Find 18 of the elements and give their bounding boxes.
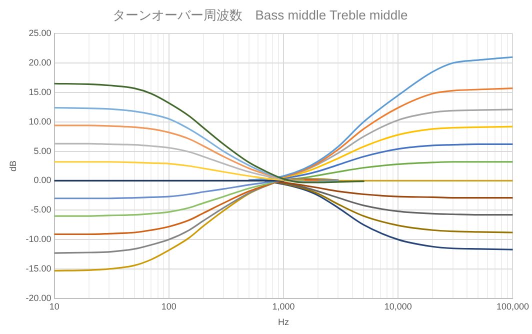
y-tick-label: 20.00 (28, 58, 52, 68)
x-tick-label: 10 (49, 301, 60, 312)
y-tick-label: 25.00 (28, 28, 52, 38)
y-tick-label: 10.00 (28, 116, 52, 126)
y-tick-label: -10.00 (26, 234, 52, 244)
y-axis-title: dB (8, 160, 18, 172)
x-tick-label: 10,000 (384, 301, 412, 312)
x-axis-title: Hz (278, 317, 290, 328)
x-tick-label: 100 (161, 301, 176, 312)
y-tick-label: 0.00 (34, 175, 52, 186)
y-tick-label: -20.00 (26, 292, 52, 303)
y-tick-label: -15.00 (26, 263, 52, 274)
y-tick-label: 15.00 (28, 86, 52, 97)
y-tick-label: 5.00 (34, 146, 52, 156)
chart-title: ターンオーバー周波数 Bass middle Treble middle (112, 7, 408, 22)
x-tick-label: 1,000 (272, 301, 295, 312)
x-tick-label: 100,000 (496, 301, 530, 312)
y-tick-label: -5.00 (30, 204, 52, 215)
